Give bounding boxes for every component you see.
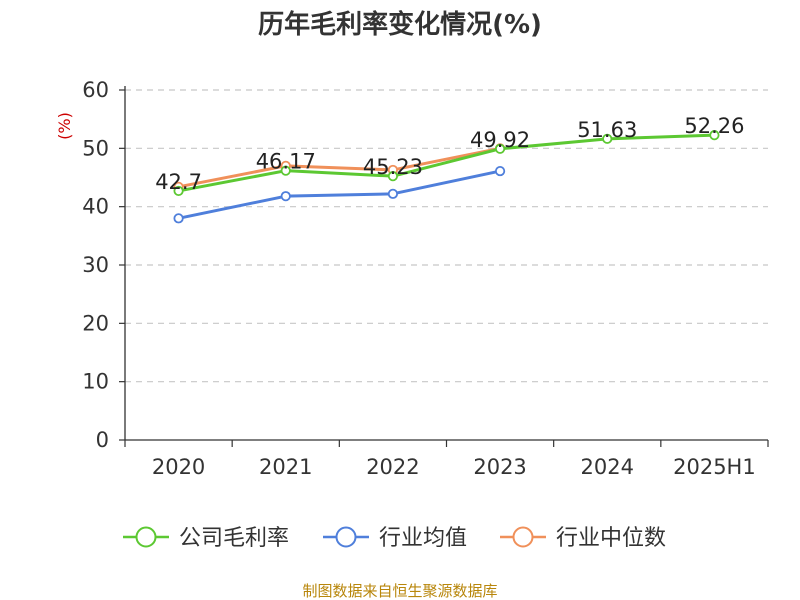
- data-label: 42.7: [155, 170, 202, 194]
- y-axis-unit-label: (%): [55, 112, 74, 140]
- legend[interactable]: 公司毛利率 行业均值 行业中位数: [123, 526, 666, 551]
- series-point: [494, 165, 506, 177]
- data-labels: 42.7 46.17 45.23 49.92 51.63 52.26: [155, 114, 744, 194]
- grid-lines: [125, 89, 768, 383]
- data-label: 49.92: [470, 128, 530, 152]
- data-label: 51.63: [577, 118, 637, 142]
- data-label: 45.23: [363, 155, 423, 179]
- legend-swatch-marker: [335, 526, 357, 548]
- chart-title: 历年毛利率变化情况(%): [258, 9, 542, 40]
- series-point: [494, 143, 506, 154]
- series-lines: [173, 130, 720, 224]
- y-tick-label: 40: [82, 195, 109, 219]
- series-line: [178, 133, 715, 193]
- axes: 0 10 20 30 40 50 60 2020 2021 2022 2023 2024 2025H1: [82, 78, 769, 479]
- legend-label: 行业中位数: [556, 526, 666, 551]
- legend-label: 公司毛利率: [179, 526, 289, 551]
- data-label: 52.26: [684, 114, 744, 138]
- source-note: 制图数据来自恒生聚源数据库: [302, 582, 497, 600]
- series-point: [387, 188, 399, 199]
- y-tick-label: 50: [82, 136, 109, 160]
- series-point: [173, 213, 184, 224]
- series-point: [173, 185, 184, 197]
- y-tick-label: 60: [82, 78, 109, 102]
- y-tick-label: 20: [82, 311, 109, 335]
- series-point: [280, 165, 291, 176]
- x-tick-label: 2024: [581, 455, 634, 479]
- legend-swatch-marker: [512, 526, 534, 548]
- y-tick-label: 10: [82, 370, 109, 394]
- series-line: [178, 146, 501, 189]
- series-point: [280, 191, 291, 202]
- series-point: [602, 133, 613, 144]
- y-tick-label: 0: [96, 428, 109, 452]
- x-tick-label: 2023: [473, 455, 526, 479]
- legend-swatch-marker: [135, 526, 157, 548]
- series-line: [178, 169, 501, 220]
- x-tick-label: 2021: [259, 455, 312, 479]
- series-point: [709, 130, 720, 141]
- legend-label: 行业均值: [379, 526, 467, 551]
- x-tick-label: 2020: [152, 455, 205, 479]
- x-tick-label: 2025H1: [673, 455, 756, 479]
- series-point: [387, 171, 399, 182]
- x-tick-label: 2022: [366, 455, 419, 479]
- data-label: 46.17: [256, 150, 316, 174]
- y-tick-label: 30: [82, 253, 109, 277]
